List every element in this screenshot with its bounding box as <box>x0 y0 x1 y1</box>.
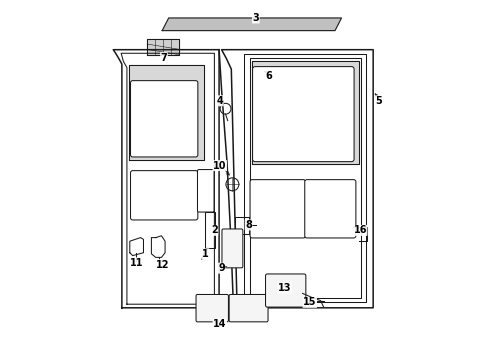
Text: 9: 9 <box>218 263 225 273</box>
Text: 7: 7 <box>161 53 168 63</box>
FancyBboxPatch shape <box>222 229 243 268</box>
Text: 3: 3 <box>252 13 259 23</box>
Text: 12: 12 <box>155 260 169 270</box>
Text: 13: 13 <box>278 283 292 293</box>
FancyBboxPatch shape <box>130 171 198 220</box>
FancyBboxPatch shape <box>229 294 268 322</box>
Text: 1: 1 <box>202 249 209 259</box>
Text: 2: 2 <box>211 225 218 235</box>
Polygon shape <box>162 18 342 31</box>
FancyBboxPatch shape <box>130 81 198 157</box>
Polygon shape <box>252 61 360 164</box>
Text: 5: 5 <box>375 96 382 106</box>
Text: 11: 11 <box>130 258 144 268</box>
FancyBboxPatch shape <box>196 294 228 322</box>
Text: 6: 6 <box>265 71 272 81</box>
FancyBboxPatch shape <box>305 180 356 238</box>
Text: 16: 16 <box>353 225 367 235</box>
Text: 14: 14 <box>213 319 226 329</box>
Polygon shape <box>129 65 204 160</box>
FancyBboxPatch shape <box>250 180 305 238</box>
Text: 10: 10 <box>213 161 226 171</box>
Polygon shape <box>147 39 179 55</box>
FancyBboxPatch shape <box>252 67 354 162</box>
FancyBboxPatch shape <box>266 274 306 307</box>
Text: 4: 4 <box>217 96 223 106</box>
Text: 15: 15 <box>303 297 317 307</box>
FancyBboxPatch shape <box>197 170 214 212</box>
Text: 8: 8 <box>245 220 252 230</box>
